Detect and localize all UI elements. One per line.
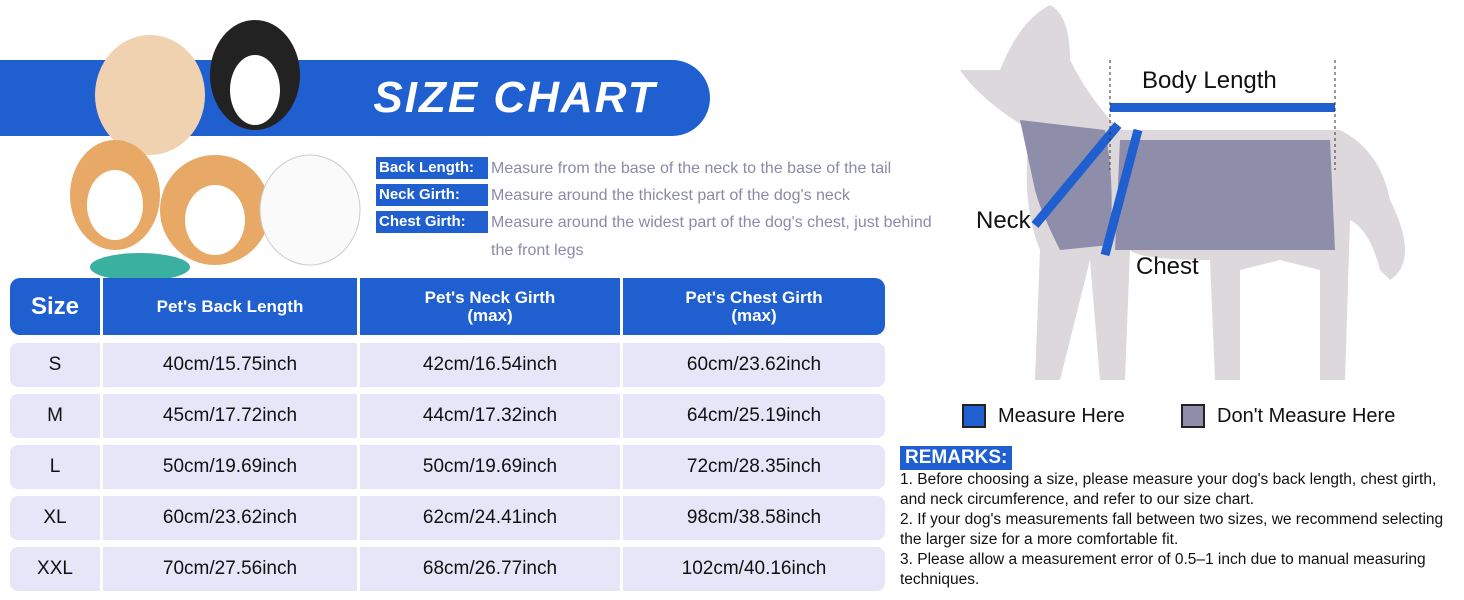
definition-label: Neck Girth: — [376, 184, 488, 206]
measurement-cell: 50cm/19.69inch — [360, 445, 620, 489]
definition-chest-girth: Chest Girth: Measure around the widest p… — [376, 211, 941, 267]
table-header: Size Pet's Back Length Pet's Neck Girth … — [10, 278, 885, 335]
table-row: S 40cm/15.75inch 42cm/16.54inch 60cm/23.62i… — [10, 343, 885, 387]
table-row: XXL 70cm/27.56inch 68cm/26.77inch 102cm/40.… — [10, 547, 885, 591]
table-row: M 45cm/17.72inch 44cm/17.32inch 64cm/25.19i… — [10, 394, 885, 438]
dont-measure-swatch-icon — [1181, 404, 1205, 428]
definition-label: Chest Girth: — [376, 211, 488, 233]
size-cell: XXL — [10, 547, 100, 591]
definition-label: Back Length: — [376, 157, 488, 179]
body-length-tape — [1110, 103, 1335, 112]
measurement-cell: 64cm/25.19inch — [623, 394, 885, 438]
chest-label: Chest — [1136, 253, 1199, 280]
legend-label: Measure Here — [998, 404, 1125, 427]
size-cell: L — [10, 445, 100, 489]
remarks: REMARKS: 1. Before choosing a size, plea… — [900, 446, 1460, 590]
measurement-cell: 45cm/17.72inch — [103, 394, 357, 438]
neck-tape — [1031, 122, 1122, 228]
measurement-cell: 50cm/19.69inch — [103, 445, 357, 489]
garment-body — [1115, 140, 1335, 250]
chest-tape — [1100, 128, 1143, 257]
measurement-cell: 102cm/40.16inch — [623, 547, 885, 591]
measurement-cell: 62cm/24.41inch — [360, 496, 620, 540]
remark-item: 3. Please allow a measurement error of 0… — [900, 551, 1426, 588]
header-back-length: Pet's Back Length — [103, 278, 357, 335]
measurement-definitions: Back Length: Measure from the base of th… — [376, 157, 941, 267]
body-length-label: Body Length — [1142, 67, 1277, 94]
remarks-title: REMARKS: — [900, 446, 1013, 470]
legend-dont-measure: Don't Measure Here — [1181, 404, 1395, 428]
measure-swatch-icon — [962, 404, 986, 428]
size-cell: S — [10, 343, 100, 387]
page-title: SIZE CHART — [373, 73, 657, 122]
header-chest-girth: Pet's Chest Girth (max) — [623, 278, 885, 335]
definition-neck-girth: Neck Girth: Measure around the thickest … — [376, 184, 941, 211]
measurement-cell: 68cm/26.77inch — [360, 547, 620, 591]
definition-back-length: Back Length: Measure from the base of th… — [376, 157, 941, 184]
header-neck-girth: Pet's Neck Girth (max) — [360, 278, 620, 335]
table-row: L 50cm/19.69inch 50cm/19.69inch 72cm/28.35i… — [10, 445, 885, 489]
measurement-cell: 72cm/28.35inch — [623, 445, 885, 489]
size-cell: XL — [10, 496, 100, 540]
definition-text: Measure around the thickest part of the … — [491, 187, 850, 204]
definition-text: Measure around the widest part of the do… — [491, 214, 932, 259]
size-cell: M — [10, 394, 100, 438]
header-size: Size — [10, 278, 100, 335]
remark-item: 2. If your dog's measurements fall betwe… — [900, 511, 1444, 548]
measurement-cell: 98cm/38.58inch — [623, 496, 885, 540]
measurement-cell: 60cm/23.62inch — [103, 496, 357, 540]
legend-measure-here: Measure Here — [962, 404, 1125, 428]
measurement-cell: 42cm/16.54inch — [360, 343, 620, 387]
measurement-cell: 40cm/15.75inch — [103, 343, 357, 387]
cartoon-dogs-illustration — [70, 20, 361, 281]
table-row: XL 60cm/23.62inch 62cm/24.41inch 98cm/38.58… — [10, 496, 885, 540]
neck-label: Neck — [976, 207, 1031, 234]
legend-label: Don't Measure Here — [1217, 404, 1396, 427]
dog-measurement-diagram — [960, 5, 1405, 380]
size-table: Size Pet's Back Length Pet's Neck Girth … — [10, 278, 885, 598]
measurement-cell: 60cm/23.62inch — [623, 343, 885, 387]
definition-text: Measure from the base of the neck to the… — [491, 160, 892, 177]
measurement-cell: 70cm/27.56inch — [103, 547, 357, 591]
measurement-cell: 44cm/17.32inch — [360, 394, 620, 438]
remark-item: 1. Before choosing a size, please measur… — [900, 471, 1437, 508]
